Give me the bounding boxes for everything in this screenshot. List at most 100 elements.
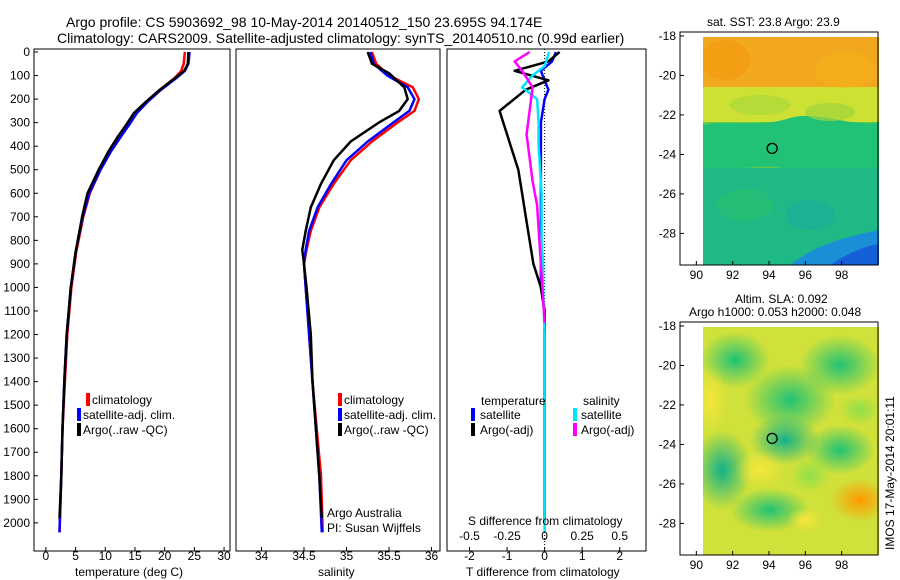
sst-map-title: sat. SST: 23.8 Argo: 23.9 [707,15,840,29]
t-difference-tick-label: 0 [541,549,548,563]
sst-latitude-tick-label: -18 [659,29,677,43]
s-difference-tick-label: 0 [541,529,548,543]
difference-line-3 [513,50,546,323]
legend-swatch-sal-satellite [573,408,577,421]
depth-tick-label: 1800 [3,469,30,483]
legend-swatch-argo [338,423,342,436]
sst-latitude-tick-label: -24 [659,147,677,161]
depth-tick-label: 1400 [3,375,30,389]
salinity-tick-label: 34 [255,549,269,563]
sst-heatmap [703,37,879,265]
temperature-tick-label: 15 [128,549,142,563]
salinity-line-2 [301,51,409,519]
sla-longitude-tick-label: 94 [762,558,776,572]
depth-tick-label: 500 [10,163,30,177]
imos-timestamp: IMOS 17-May-2014 20:01:11 [883,396,897,550]
legend-salinity-title: salinity [583,394,620,408]
difference-plot-frame [446,48,647,552]
depth-tick-label: 1200 [3,328,30,342]
depth-tick-label: 400 [10,139,30,153]
sst-longitude-axis: 90 92 94 96 98 [690,261,849,282]
legend-temp-satellite: satellite [480,408,521,422]
difference-legend: temperature salinity satellite Argo(-adj… [471,394,634,437]
salinity-tick-label: 36 [425,549,439,563]
sla-latitude-tick-label: -28 [659,516,677,530]
legend-swatch-sal-argo [573,423,577,436]
legend-swatch-climatology [338,393,342,406]
sst-argo-location-marker [766,142,778,155]
difference-line-1 [498,51,561,519]
t-difference-tick-label: -2 [464,549,475,563]
depth-tick-label: 0 [23,45,30,59]
legend-swatch-satellite [338,408,342,421]
depth-tick-label: 2000 [3,516,30,530]
depth-tick-label: 1700 [3,445,30,459]
temperature-tick-label: 0 [43,549,50,563]
depth-tick-label: 1000 [3,280,30,294]
sst-longitude-tick-label: 90 [690,268,704,282]
pi-label: PI: Susan Wijffels [327,521,421,535]
sla-heatmap [703,327,879,555]
sst-latitude-tick-label: -22 [659,108,677,122]
salinity-tick-label: 35.5 [377,549,401,563]
sla-longitude-tick-label: 92 [726,558,740,572]
sst-longitude-tick-label: 92 [726,268,740,282]
legend-temp-argo: Argo(-adj) [480,423,533,437]
salinity-legend-climatology: climatology [344,393,404,407]
legend-swatch-argo [77,423,81,436]
figure-title-line1: Argo profile: CS 5903692_98 10-May-2014 … [66,14,542,30]
sst-latitude-tick-label: -28 [659,226,677,240]
argo-australia-label: Argo Australia [327,506,402,520]
salinity-profile-panel: 34 34.5 35 35.5 36 salinity climatology sate… [235,48,441,579]
temperature-tick-label: 30 [217,549,231,563]
sla-longitude-axis: 90 92 94 96 98 [690,551,849,572]
legend-sal-argo: Argo(-adj) [581,423,634,437]
difference-profile-panel: -2 -1 0 1 2 S difference from climatology -0… [446,48,647,579]
depth-tick-label: 200 [10,92,30,106]
sla-map-frame [679,321,879,556]
t-difference-tick-label: 1 [579,549,586,563]
depth-tick-label: 600 [10,186,30,200]
sla-latitude-tick-label: -24 [659,437,677,451]
legend-sal-satellite: satellite [581,408,622,422]
sst-longitude-tick-label: 96 [799,268,813,282]
temperature-plot-frame [33,48,231,552]
sla-argo-location-marker [766,432,778,445]
legend-swatch-satellite [77,408,81,421]
temperature-line-1 [58,51,191,533]
legend-swatch-climatology [86,393,90,406]
depth-tick-label: 100 [10,69,30,83]
temperature-legend: climatology satellite-adj. clim. Argo(..… [77,393,175,437]
salinity-legend: climatology satellite-adj. clim. Argo(..… [338,393,436,437]
salinity-line-0 [302,51,421,533]
t-difference-tick-label: 2 [616,549,623,563]
salinity-legend-satellite: satellite-adj. clim. [344,408,436,422]
sst-latitude-axis: -18 -20 -22 -24 -26 -28 [659,29,684,240]
temperature-legend-argo: Argo(..raw -QC) [83,423,168,437]
t-difference-xlabel: T difference from climatology [466,565,620,579]
temperature-line-2 [58,51,190,519]
sst-map-frame [679,31,879,266]
depth-axis: 0 100 200 300 400 500 600 700 800 900 1000 1100 1200… [3,45,38,530]
sla-latitude-tick-label: -22 [659,398,677,412]
sst-latitude-tick-label: -20 [659,68,677,82]
sla-latitude-tick-label: -26 [659,477,677,491]
s-difference-tick-label: -0.5 [459,529,480,543]
sla-longitude-tick-label: 96 [799,558,813,572]
salinity-tick-label: 35 [340,549,354,563]
depth-tick-label: 300 [10,116,30,130]
sla-map-subtitle: Argo h1000: 0.053 h2000: 0.048 [689,305,861,319]
s-difference-tick-label: 0.25 [570,529,594,543]
temperature-legend-satellite: satellite-adj. clim. [83,408,175,422]
sla-latitude-tick-label: -20 [659,358,677,372]
sst-map-panel: sat. SST: 23.8 Argo: 23.9 90 92 94 96 98 -18… [659,15,879,282]
temperature-tick-label: 25 [188,549,202,563]
s-difference-tick-label: 0.5 [611,529,628,543]
depth-tick-label: 900 [10,257,30,271]
s-difference-tick-labels: -0.5 -0.25 0 0.25 0.5 [459,529,628,543]
temperature-tick-label: 5 [72,549,79,563]
sla-map-panel: Altim. SLA: 0.092 Argo h1000: 0.053 h200… [659,292,879,572]
temperature-profile-panel: 0100200300400500600700800900100011001200… [3,45,231,579]
sla-latitude-axis: -18 -20 -22 -24 -26 -28 [659,319,684,530]
salinity-legend-argo: Argo(..raw -QC) [344,423,429,437]
